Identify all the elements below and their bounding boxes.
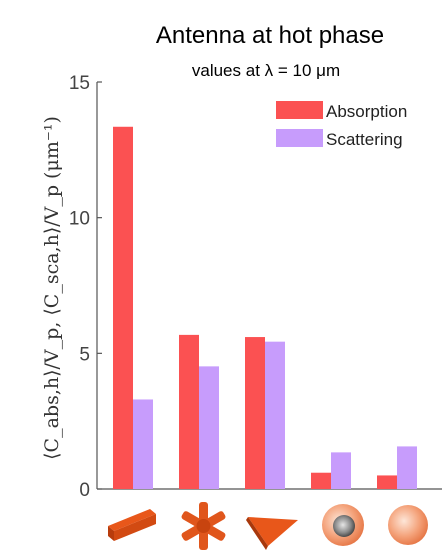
bar-absorption-4: [377, 475, 397, 489]
triangle-icon: [246, 517, 298, 550]
star-icon: [181, 502, 226, 550]
legend-swatch-absorption: [276, 101, 323, 119]
legend-label-absorption: Absorption: [326, 102, 407, 121]
y-axis-label: ⟨C_abs,h⟩/V_p, ⟨C_sca,h⟩/V_p (μm⁻¹): [41, 116, 63, 460]
sphere-icon: [388, 505, 428, 545]
y-tick-label: 0: [79, 480, 90, 501]
legend-label-scattering: Scattering: [326, 130, 403, 149]
bar-scattering-4: [397, 446, 417, 489]
bar-scattering-1: [199, 366, 219, 489]
bar-absorption-3: [311, 472, 331, 489]
y-tick-label: 15: [69, 73, 90, 94]
rod-icon: [108, 509, 156, 541]
y-tick-label: 10: [69, 209, 90, 230]
bar-absorption-0: [113, 126, 133, 490]
y-ticks: 0 5 10 15: [69, 73, 102, 501]
bar-absorption-2: [245, 337, 265, 489]
bars: [113, 126, 417, 490]
chart-subtitle: values at λ = 10 μm: [192, 61, 340, 80]
legend: Absorption Scattering: [276, 101, 407, 149]
core-shell-sphere-icon: [322, 504, 364, 546]
bar-absorption-1: [179, 334, 199, 489]
bar-scattering-0: [133, 399, 153, 489]
bar-scattering-3: [331, 452, 351, 489]
chart-title: Antenna at hot phase: [156, 22, 384, 49]
legend-swatch-scattering: [276, 129, 323, 147]
y-tick-label: 5: [79, 344, 90, 365]
bar-scattering-2: [265, 341, 285, 489]
